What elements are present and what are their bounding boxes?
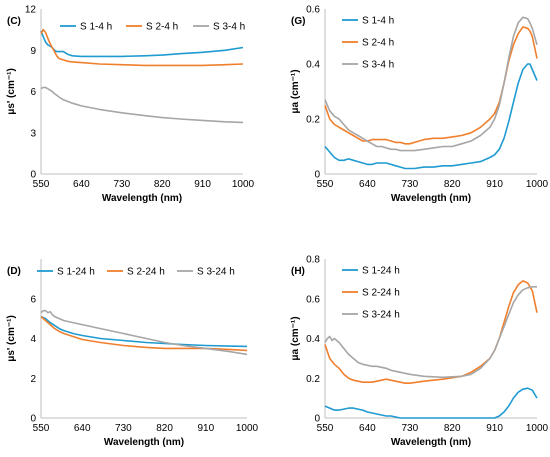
panel-2-xtick: 820	[156, 423, 173, 434]
panel-2-ytick: 0	[30, 414, 36, 425]
panel-0-legend-label-2: S 3-4 h	[213, 22, 245, 33]
panel-0-ytick: 9	[30, 46, 36, 57]
panel-1-legend-label-0: S 1-4 h	[362, 16, 394, 27]
panel-1-legend: S 1-4 h S 2-4 h S 3-4 h	[342, 16, 394, 71]
panel-0: 550 640 730 820 910 1000 0 3 6 9 12 Wavelength (nm)…	[6, 5, 255, 205]
panel-1-ytick: 0	[314, 170, 320, 181]
panel-0-xtick: 1000	[232, 179, 255, 190]
panel-3-xlabel: Wavelength (nm)	[391, 437, 471, 448]
panel-3-ytick: 0.4	[306, 334, 320, 345]
panel-0-label: (C)	[7, 16, 21, 27]
panel-3-ytick: 0.8	[306, 255, 320, 266]
panel-1-legend-label-2: S 3-4 h	[362, 60, 394, 71]
panel-0-ytick: 12	[25, 5, 37, 16]
panel-3-series-1-line	[324, 280, 538, 385]
panel-3-ytick: 0.2	[306, 374, 320, 385]
panel-1-ytick: 0.2	[306, 115, 320, 126]
panel-3-series-2-line	[324, 285, 537, 379]
panel-0-legend-label-0: S 1-4 h	[80, 22, 112, 33]
panel-1-legend-label-1: S 2-4 h	[362, 38, 394, 49]
panel-0-series-2-line	[40, 86, 244, 124]
panel-0-legend: S 1-4 h S 2-4 h S 3-4 h	[60, 22, 245, 33]
panel-3-ylabel: μa (cm⁻¹)	[290, 316, 301, 360]
panel-0-xtick: 640	[73, 179, 90, 190]
panel-2: 550 640 730 820 910 1000 0 2 4 6 Wavelength (nm) μs…	[6, 259, 259, 448]
panel-2-xtick: 550	[33, 423, 50, 434]
panel-2-series-0-line	[40, 315, 248, 348]
panel-3-xtick: 640	[359, 423, 376, 434]
panel-2-series-2-line	[40, 309, 248, 356]
panel-1-xtick: 640	[359, 179, 376, 190]
panel-2-legend-label-0: S 1-24 h	[57, 267, 95, 278]
panel-0-ytick: 3	[30, 128, 36, 139]
panel-2-legend: S 1-24 h S 2-24 h S 3-24 h	[37, 267, 235, 278]
panel-1-series-2-line	[324, 16, 538, 152]
panel-2-xlabel: Wavelength (nm)	[104, 437, 184, 448]
panel-0-series-0-line	[40, 30, 244, 58]
panel-0-ytick: 6	[30, 87, 36, 98]
panel-1-series-1-line	[324, 26, 538, 145]
panel-1-xtick: 1000	[526, 179, 549, 190]
panel-0-xtick: 550	[33, 179, 50, 190]
panel-2-ylabel: μs' (cm⁻¹)	[6, 315, 17, 362]
panel-0-ylabel: μs' (cm⁻¹)	[6, 68, 17, 115]
panel-1-ylabel: μa (cm⁻¹)	[290, 69, 301, 113]
panel-3-xtick: 1000	[526, 423, 549, 434]
panel-1-ytick: 0.4	[306, 60, 320, 71]
panel-2-series-1-line	[40, 315, 248, 352]
panel-1-label: (G)	[291, 16, 305, 27]
panel-1-xlabel: Wavelength (nm)	[391, 193, 471, 204]
panel-3-legend-label-0: S 1-24 h	[362, 266, 400, 277]
panel-3-legend: S 1-24 h S 2-24 h S 3-24 h	[342, 266, 400, 321]
panel-2-ytick: 2	[30, 374, 36, 385]
panel-0-ytick: 0	[30, 170, 36, 181]
panel-3-ytick: 0.6	[306, 294, 320, 305]
panel-1-xtick: 820	[444, 179, 461, 190]
panel-1: 550 640 730 820 910 1000 0 0.2 0.4 0.6 Wavelength …	[290, 5, 549, 205]
panel-1-xtick: 910	[486, 179, 503, 190]
panel-0-legend-label-1: S 2-4 h	[146, 22, 178, 33]
panel-2-label: (D)	[7, 266, 21, 277]
panel-1-xtick: 730	[401, 179, 418, 190]
panel-2-legend-label-1: S 2-24 h	[127, 267, 165, 278]
panel-3-label: (H)	[291, 266, 305, 277]
panel-0-xtick: 910	[194, 179, 211, 190]
panel-2-xtick: 910	[197, 423, 214, 434]
panel-3-xtick: 820	[444, 423, 461, 434]
panel-3-xtick: 910	[486, 423, 503, 434]
panel-2-xtick: 730	[115, 423, 132, 434]
panel-3-legend-label-2: S 3-24 h	[362, 310, 400, 321]
panel-2-xtick: 1000	[236, 423, 259, 434]
panel-1-xtick: 550	[317, 179, 334, 190]
panel-0-xtick: 820	[154, 179, 171, 190]
panel-3-series-0-line	[324, 387, 538, 419]
panel-3-xtick: 730	[401, 423, 418, 434]
panel-0-series-1-line	[40, 28, 244, 67]
panel-2-ytick: 6	[30, 294, 36, 305]
panel-3: 550 640 730 820 910 1000 0 0.2 0.4 0.6 0.8 Waveleng…	[290, 255, 549, 449]
panel-1-series-0-line	[324, 63, 538, 170]
panel-2-legend-label-2: S 3-24 h	[197, 267, 235, 278]
panel-3-xtick: 550	[317, 423, 334, 434]
panel-3-ytick: 0	[314, 414, 320, 425]
panel-0-xtick: 730	[113, 179, 130, 190]
panel-2-xtick: 640	[74, 423, 91, 434]
panel-3-legend-label-1: S 2-24 h	[362, 288, 400, 299]
panel-1-ytick: 0.6	[306, 5, 320, 16]
panel-2-ytick: 4	[30, 334, 36, 345]
panel-0-xlabel: Wavelength (nm)	[102, 193, 182, 204]
